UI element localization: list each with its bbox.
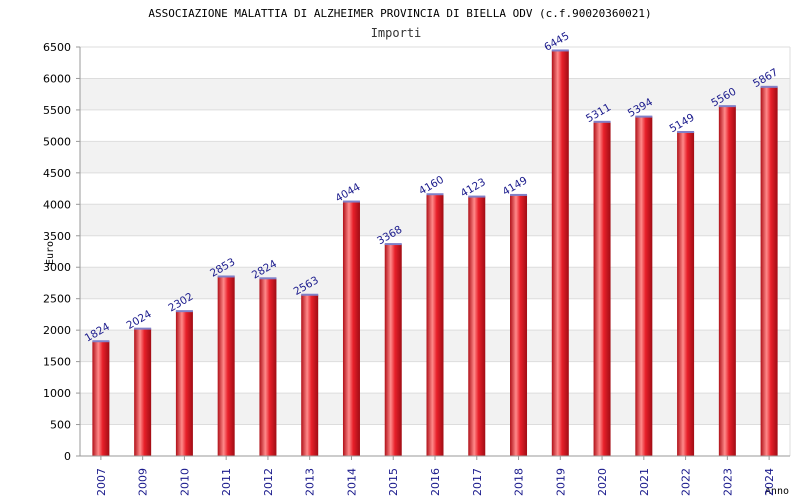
bar-2010: [175, 311, 193, 456]
x-tick-label-2017: 2017: [471, 468, 484, 496]
y-tick-labels: 0 500 1000 1500 2000 2500 3000 3500 4000 4500 5000…: [43, 41, 71, 463]
y-tick-label: 6000: [43, 72, 71, 85]
x-axis-label: Anno: [765, 486, 789, 497]
chart-subtitle: Importi: [371, 26, 422, 40]
bar-2011: [217, 276, 235, 456]
bar-cap-2012: [259, 277, 277, 280]
bar-2007: [92, 341, 110, 456]
bar-cap-2018: [510, 193, 528, 196]
bar-cap-2023: [718, 105, 736, 108]
bar-cap-2019: [551, 49, 569, 52]
x-tick-label-2018: 2018: [513, 468, 526, 496]
grid-band: [80, 141, 790, 173]
y-tick-label: 2000: [43, 324, 71, 337]
y-axis-label: Euro: [45, 241, 56, 265]
bar-cap-2010: [175, 310, 193, 313]
x-tick-label-2024: 2024: [763, 468, 776, 496]
x-tick-labels: 2007 2009 2010 2011 2012 2013 2014 2015 2016 2017…: [95, 456, 776, 496]
y-tick-label: 6500: [43, 41, 71, 54]
bar-2013: [301, 294, 319, 456]
x-tick-label-2022: 2022: [680, 468, 693, 496]
bar-cap-2007: [92, 340, 110, 343]
bars: [92, 49, 778, 457]
y-tick-label: 4500: [43, 167, 71, 180]
bar-2014: [342, 201, 360, 456]
x-tick-label-2014: 2014: [345, 468, 358, 496]
bar-cap-2017: [468, 195, 486, 198]
bar-2012: [259, 278, 277, 456]
bar-cap-2014: [342, 200, 360, 203]
bar-2018: [510, 194, 528, 456]
x-tick-label-2021: 2021: [638, 468, 651, 496]
chart-title: ASSOCIAZIONE MALATTIA DI ALZHEIMER PROVI…: [148, 7, 651, 20]
y-tick-label: 5000: [43, 135, 71, 148]
bar-2017: [468, 196, 486, 456]
bar-cap-2011: [217, 275, 235, 278]
bar-cap-2016: [426, 193, 444, 196]
y-tick-label: 1000: [43, 387, 71, 400]
bar-2015: [384, 244, 402, 456]
y-tick-label: 4000: [43, 198, 71, 211]
x-tick-label-2012: 2012: [262, 468, 275, 496]
x-tick-label-2023: 2023: [721, 468, 734, 496]
x-tick-label-2020: 2020: [596, 468, 609, 496]
x-tick-label-2015: 2015: [387, 468, 400, 496]
bar-2022: [677, 132, 695, 456]
bar-2019: [551, 50, 569, 457]
bar-cap-2013: [301, 293, 319, 296]
y-tick-label: 500: [50, 419, 71, 432]
bar-2016: [426, 194, 444, 457]
bar-cap-2009: [134, 327, 152, 330]
bar-cap-2015: [384, 243, 402, 246]
bar-cap-2022: [677, 131, 695, 134]
bar-2023: [718, 106, 736, 456]
bar-2024: [760, 86, 778, 456]
bar-2009: [134, 328, 152, 456]
bar-cap-2020: [593, 120, 611, 123]
bar-cap-2024: [760, 85, 778, 88]
x-tick-label-2007: 2007: [95, 468, 108, 496]
x-tick-label-2011: 2011: [220, 468, 233, 496]
grid-band: [80, 78, 790, 110]
y-tick-label: 2500: [43, 293, 71, 306]
y-tick-label: 0: [64, 450, 71, 463]
y-tick-label: 5500: [43, 104, 71, 117]
y-tick-label: 1500: [43, 356, 71, 369]
y-tick-label: 3500: [43, 230, 71, 243]
bar-2021: [635, 116, 653, 456]
bar-2020: [593, 121, 611, 456]
x-tick-label-2019: 2019: [554, 468, 567, 496]
x-tick-label-2010: 2010: [178, 468, 191, 496]
x-tick-label-2009: 2009: [137, 468, 150, 496]
x-tick-label-2013: 2013: [304, 468, 317, 496]
x-tick-label-2016: 2016: [429, 468, 442, 496]
y-tick-label: 3000: [43, 261, 71, 274]
bar-cap-2021: [635, 115, 653, 118]
